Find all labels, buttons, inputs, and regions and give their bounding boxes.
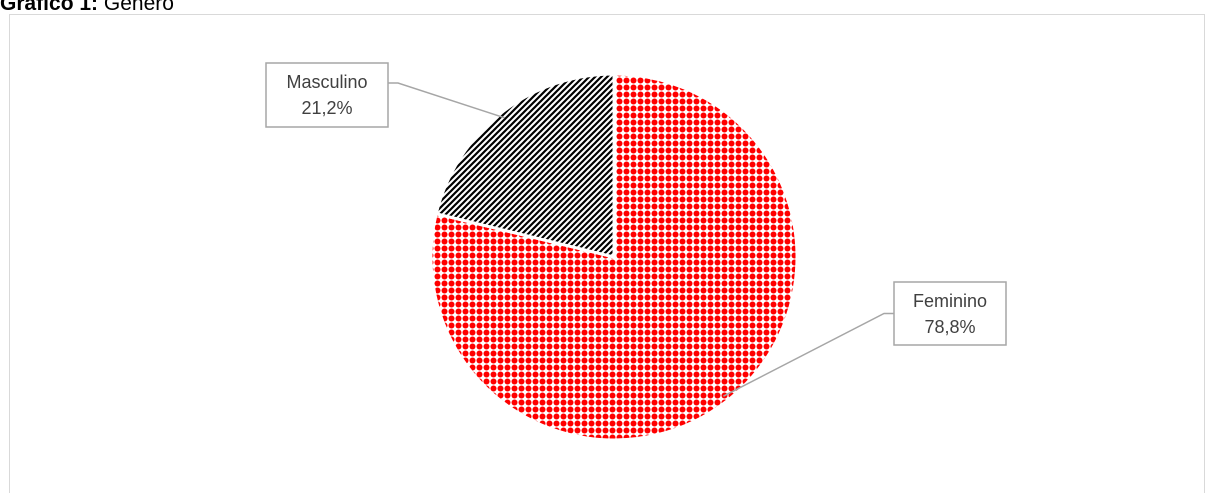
chart-frame bbox=[9, 14, 1205, 493]
data-label-value-feminino: 78,8% bbox=[924, 317, 975, 337]
caption-label: Gráfico 1: bbox=[0, 0, 99, 15]
data-label-value-masculino: 21,2% bbox=[301, 98, 352, 118]
data-label-name-masculino: Masculino bbox=[286, 72, 367, 92]
caption-title: Gênero bbox=[103, 0, 174, 15]
data-label-box-masculino bbox=[265, 62, 389, 128]
chart-caption: Gráfico 1: Gênero bbox=[0, 0, 174, 16]
pie-slice-feminino bbox=[429, 72, 799, 442]
leader-line-feminino bbox=[723, 312, 894, 397]
data-label-name-feminino: Feminino bbox=[913, 291, 987, 311]
pie-slice-masculino bbox=[434, 72, 616, 259]
data-label-box-feminino bbox=[893, 281, 1007, 346]
leader-line-masculino bbox=[388, 82, 505, 119]
